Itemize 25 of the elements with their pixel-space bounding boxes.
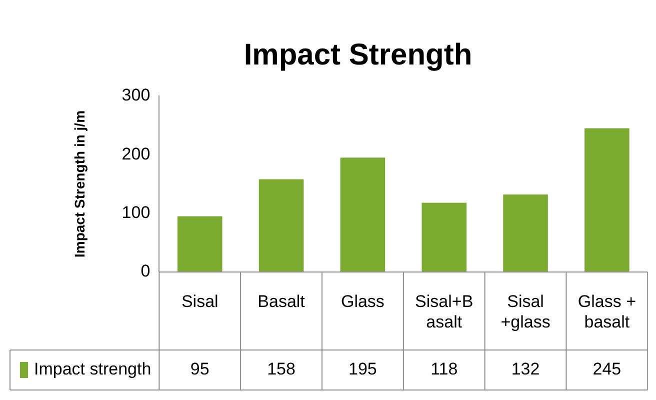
x-tick-label: Sisal +glass <box>500 292 550 332</box>
x-tick-label: Glass + basalt <box>578 292 636 332</box>
bar <box>258 179 304 272</box>
data-label: 158 <box>267 360 296 379</box>
bar <box>584 128 630 272</box>
data-label: 118 <box>430 360 458 379</box>
y-axis-title: Impact Strength in j/m <box>71 110 88 258</box>
y-tick-label: 300 <box>122 86 150 105</box>
legend-label: Impact strength <box>34 360 152 379</box>
bar <box>503 194 548 272</box>
y-tick-label: 200 <box>122 144 150 164</box>
x-tick-label: Glass <box>340 292 384 311</box>
x-tick-label: Basalt <box>258 292 306 311</box>
y-tick-label: 0 <box>140 262 150 281</box>
bar <box>177 216 222 272</box>
y-tick-label: 100 <box>122 203 150 222</box>
bar <box>422 202 467 272</box>
data-label: 95 <box>190 360 210 379</box>
x-tick-label: Sisal <box>181 292 218 311</box>
data-label: 245 <box>592 360 622 379</box>
chart-title: Impact Strength <box>244 38 472 72</box>
data-label: 132 <box>511 360 540 379</box>
data-label: 195 <box>348 360 377 379</box>
bar <box>340 158 386 272</box>
x-tick-label: Sisal+Basalt <box>415 292 474 332</box>
